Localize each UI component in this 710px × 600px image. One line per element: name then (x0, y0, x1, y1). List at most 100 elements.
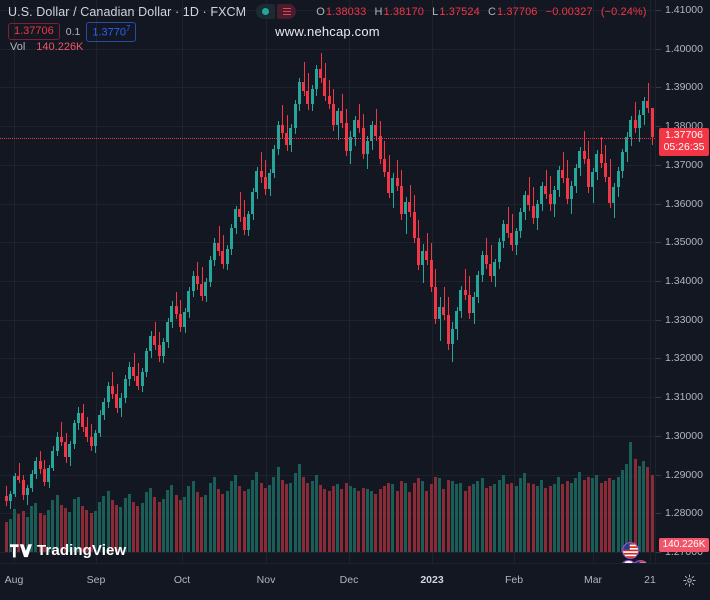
bid-price-box[interactable]: 1.37706 (8, 23, 60, 41)
ask-price-box[interactable]: 1.37707 (86, 22, 137, 42)
price-axis[interactable]: 1.41000 1.40000 1.39000 1.38000 1.37000 1.360… (655, 0, 710, 563)
volume-bar (396, 491, 399, 552)
ohlc-high-label: H (374, 5, 383, 18)
volume-bar (200, 497, 203, 552)
candle-body (604, 162, 607, 178)
candle-body (268, 172, 271, 189)
gridline-horizontal (0, 126, 655, 127)
volume-bar (289, 483, 292, 552)
volume-bar (119, 507, 122, 552)
candle-body (442, 307, 445, 316)
volume-bar (553, 484, 556, 552)
volume-bar (336, 484, 339, 552)
candle-body (162, 342, 165, 357)
candle-wick (427, 232, 428, 265)
candle-wick (27, 485, 28, 505)
candle-body (166, 321, 169, 343)
ohlc-close-value: 1.37706 (497, 5, 538, 18)
candle-body (98, 414, 101, 433)
volume-bar (162, 499, 165, 552)
volume-bar (634, 459, 637, 552)
time-axis-tick: 21 (644, 574, 656, 586)
volume-bar (179, 500, 182, 552)
candle-body (651, 107, 654, 138)
tradingview-logo[interactable]: TradingView (10, 542, 126, 559)
candle-body (183, 311, 186, 327)
candle-wick (397, 160, 398, 192)
volume-bar (238, 486, 241, 552)
volume-bar (175, 495, 178, 552)
volume-bar (566, 481, 569, 552)
candle-body (43, 468, 46, 482)
volume-bar (353, 488, 356, 552)
candle-body (515, 231, 518, 246)
candle-body (646, 100, 649, 108)
candle-body (574, 167, 577, 187)
volume-bar (498, 480, 501, 552)
candle-body (634, 120, 637, 129)
volume-bar (600, 483, 603, 552)
candle-wick (240, 191, 241, 223)
volume-bar (583, 480, 586, 552)
candle-body (85, 427, 88, 437)
volume-badge: 140.226K (659, 538, 709, 552)
candle-wick (546, 169, 547, 199)
volume-bar (366, 489, 369, 552)
candle-body (124, 378, 127, 398)
ohlc-open-label: O (316, 5, 325, 18)
candle-body (247, 214, 250, 230)
gridline-horizontal (0, 204, 655, 205)
volume-bar (383, 486, 386, 552)
candle-wick (444, 286, 445, 321)
candle-body (302, 81, 305, 91)
time-axis-tick: Feb (504, 574, 524, 586)
volume-bar (115, 505, 118, 552)
candle-wick (635, 102, 636, 134)
candle-body (438, 307, 441, 319)
gear-icon[interactable] (683, 574, 696, 587)
gridline-vertical (14, 0, 15, 563)
price-axis-tick: 1.35000 (656, 236, 710, 248)
candle-body (311, 89, 314, 104)
candle-body (430, 259, 433, 287)
chart-legend: U.S. Dollar / Canadian Dollar · 1D · FXC… (8, 4, 652, 19)
candle-body (149, 335, 152, 352)
ohlc-open-value: 1.38033 (325, 5, 367, 18)
candle-wick (176, 291, 177, 319)
chart-plot-area[interactable]: www.nehcap.com (0, 0, 655, 563)
candle-body (617, 170, 620, 188)
candle-body (264, 177, 267, 189)
time-axis[interactable]: Aug Sep Oct Nov Dec 2023 Feb Mar 21 (0, 563, 710, 600)
volume-bar (132, 502, 135, 552)
candle-wick (486, 237, 487, 269)
us-flag-badge[interactable] (622, 542, 639, 559)
volume-bar (136, 506, 139, 552)
volume-legend: Vol 140.226K (10, 41, 83, 53)
candle-body (141, 371, 144, 386)
ask-price-main: 1.3770 (92, 26, 127, 39)
volume-bar (476, 481, 479, 552)
current-price-badge: 1.37706 05:26:35 (659, 128, 709, 156)
candle-body (370, 125, 373, 141)
gridline-horizontal (0, 165, 655, 166)
candle-body (319, 68, 322, 78)
symbol-title[interactable]: U.S. Dollar / Canadian Dollar · 1D · FXC… (8, 4, 247, 19)
candle-body (366, 140, 369, 154)
volume-bar (604, 481, 607, 552)
settings-bars-icon[interactable] (277, 4, 297, 19)
candle-body (387, 171, 390, 193)
candle-body (379, 135, 382, 160)
volume-bar (468, 486, 471, 552)
candle-wick (282, 104, 283, 139)
eye-icon[interactable] (256, 4, 276, 19)
volume-bar (158, 502, 161, 552)
time-axis-tick: Mar (583, 574, 603, 586)
volume-bar (124, 498, 127, 552)
volume-bar (527, 483, 530, 552)
volume-bar (510, 483, 513, 552)
volume-bar (315, 475, 318, 552)
candle-body (391, 178, 394, 193)
candle-body (328, 95, 331, 104)
gridline-vertical (650, 0, 651, 563)
volume-bar (472, 484, 475, 552)
